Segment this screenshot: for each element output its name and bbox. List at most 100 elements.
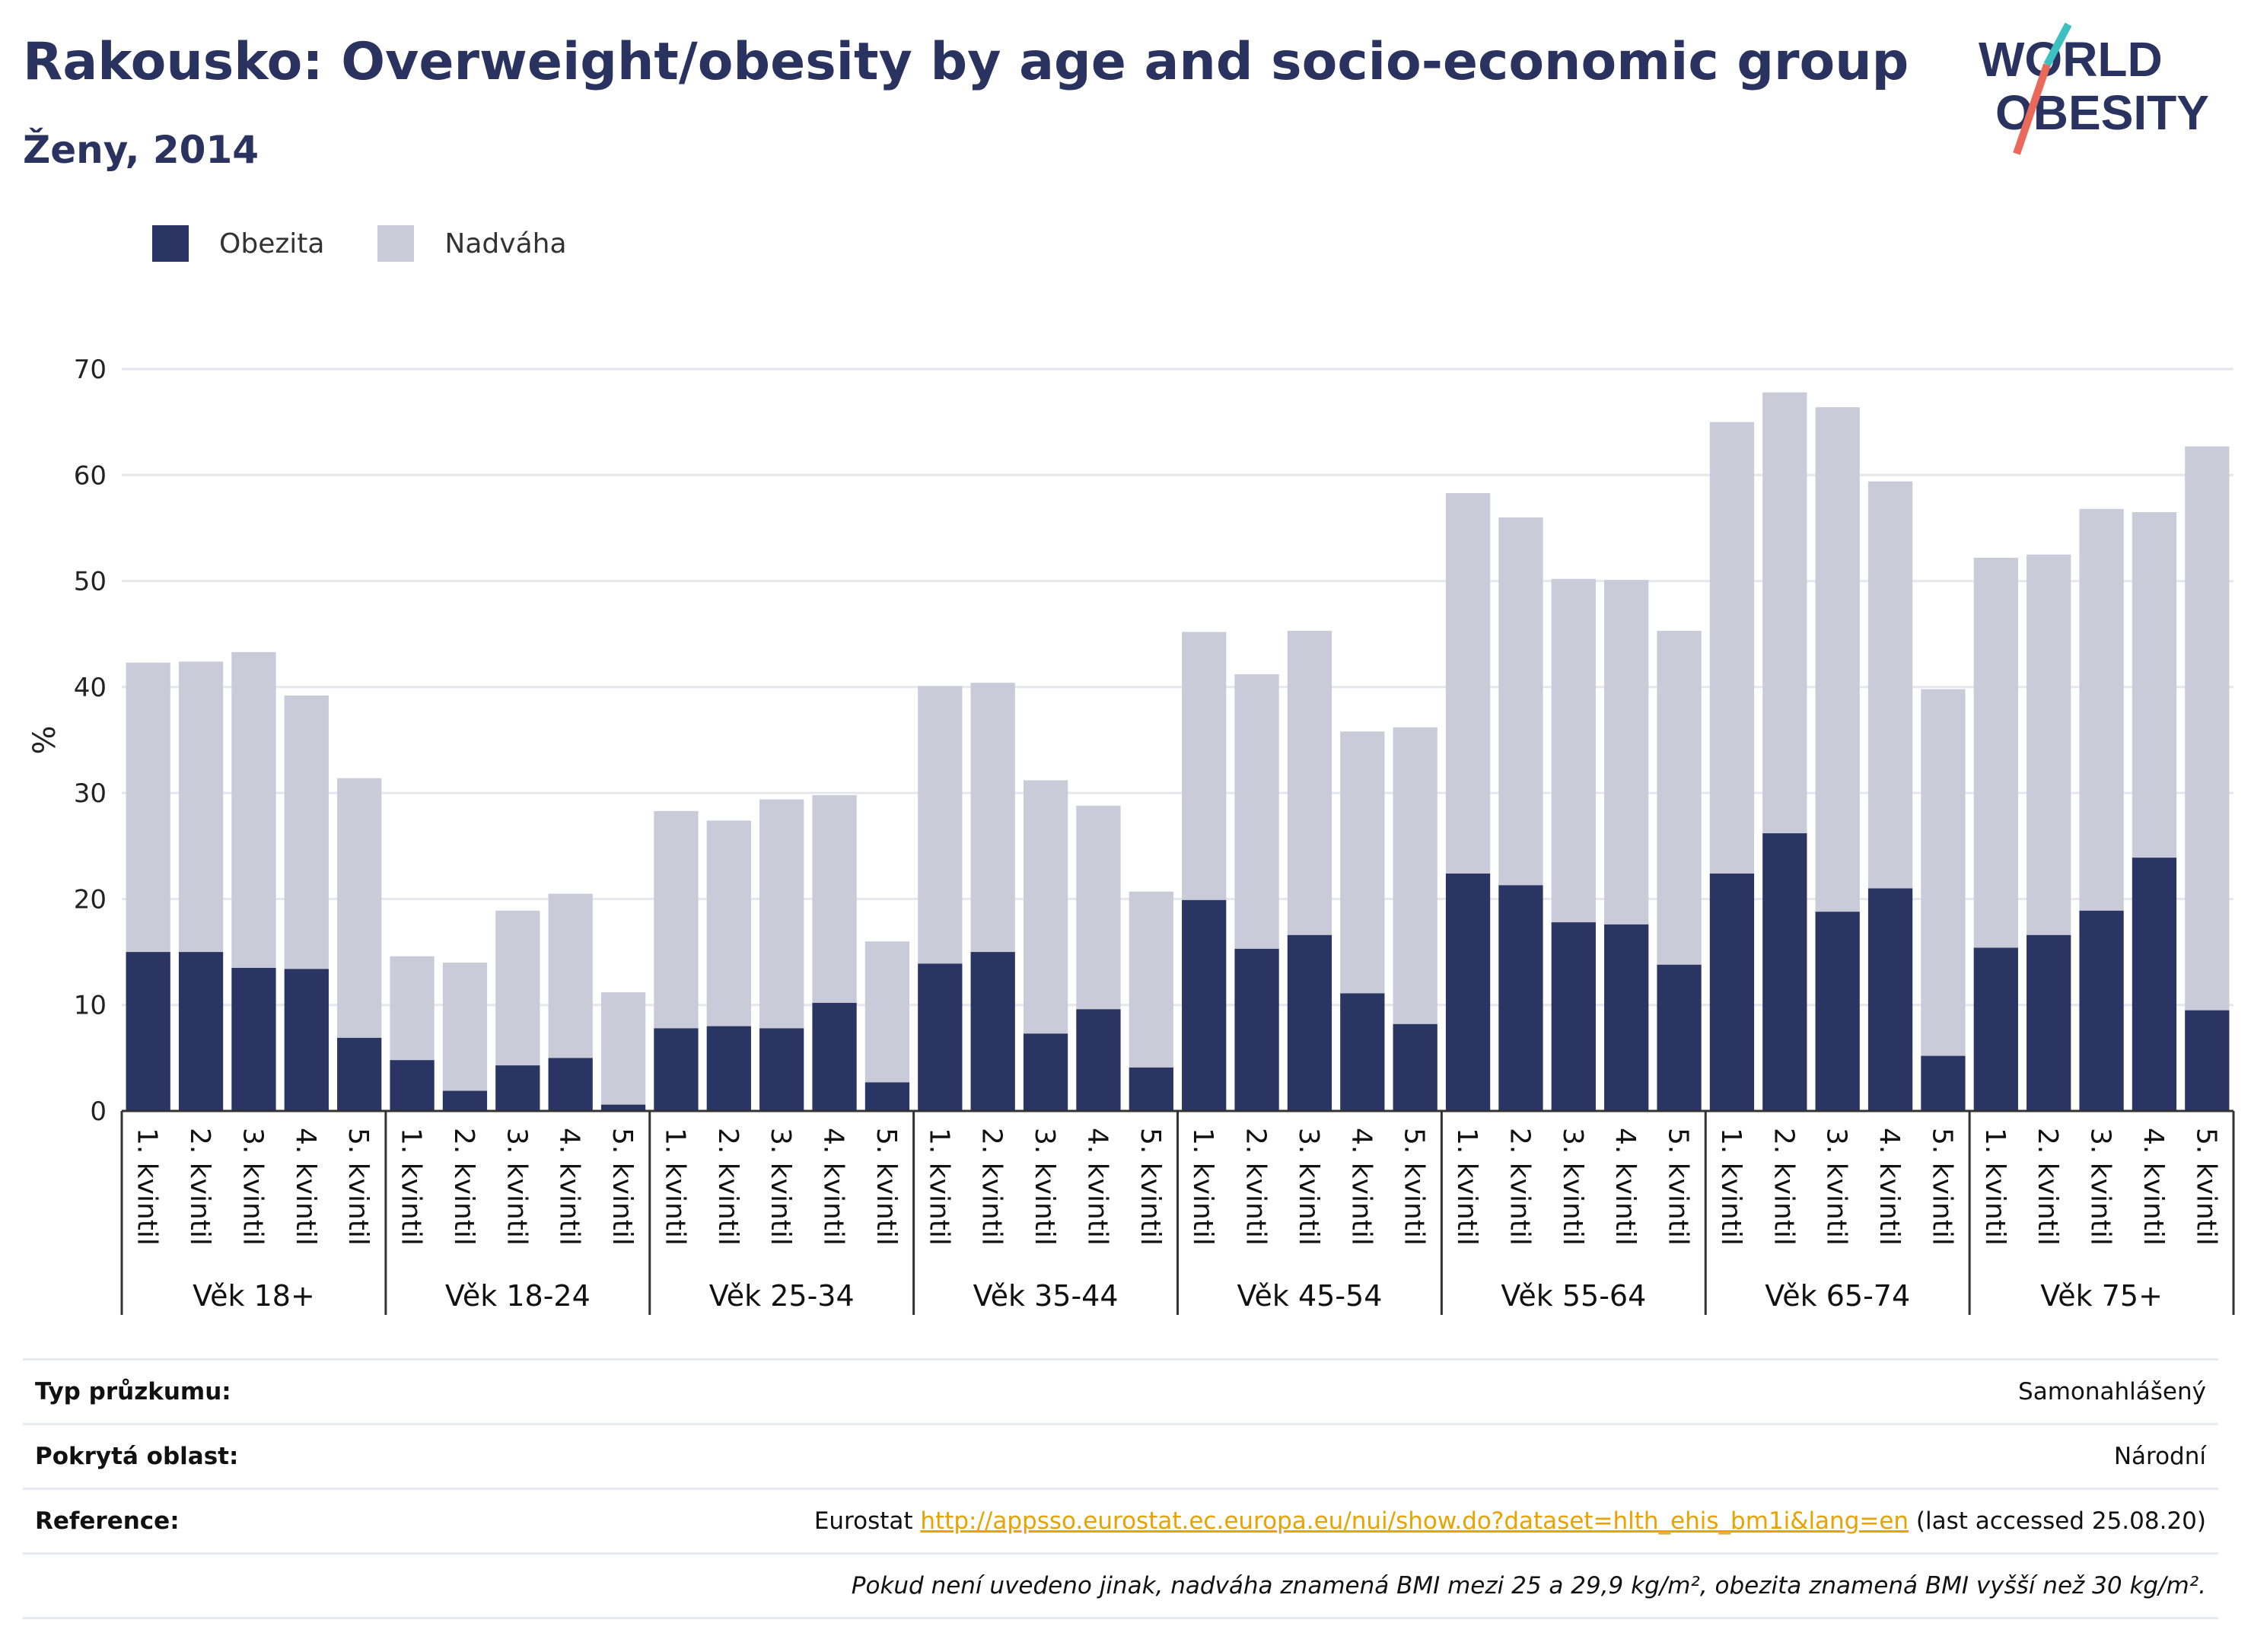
x-tick-label: 2. kvintil bbox=[448, 1128, 479, 1246]
bar-obesity bbox=[1973, 947, 2018, 1111]
reference-value: Eurostat http://appsso.eurostat.ec.europ… bbox=[814, 1507, 2206, 1535]
bar-obesity bbox=[1921, 1055, 1966, 1111]
survey-value: Samonahlášený bbox=[2018, 1378, 2206, 1405]
bar-overweight bbox=[1393, 727, 1438, 1024]
legend-label-overweight: Nadváha bbox=[444, 228, 567, 259]
coverage-value: Národní bbox=[2113, 1443, 2206, 1470]
legend-item-overweight[interactable]: Nadváha bbox=[377, 225, 567, 262]
x-tick-label: 1. kvintil bbox=[1187, 1128, 1218, 1246]
bar-overweight bbox=[1340, 731, 1385, 994]
x-tick-label: 3. kvintil bbox=[1029, 1128, 1060, 1246]
bar-obesity bbox=[1498, 885, 1543, 1111]
bar-overweight bbox=[337, 778, 382, 1038]
x-tick-label: 4. kvintil bbox=[554, 1128, 585, 1246]
group-label: Věk 18+ bbox=[193, 1279, 315, 1313]
x-tick-label: 5. kvintil bbox=[607, 1128, 638, 1246]
bar-obesity bbox=[390, 1060, 435, 1111]
x-tick-label: 2. kvintil bbox=[1504, 1128, 1535, 1246]
bar-overweight bbox=[1445, 492, 1491, 874]
bar-overweight bbox=[1129, 891, 1173, 1068]
coverage-label: Pokrytá oblast: bbox=[35, 1443, 239, 1470]
bar-obesity bbox=[178, 952, 224, 1111]
bar-obesity bbox=[1023, 1033, 1068, 1111]
legend-label-obesity: Obezita bbox=[219, 228, 325, 259]
bar-overweight bbox=[178, 661, 224, 953]
info-row-survey: Typ průzkumu: Samonahlášený bbox=[23, 1358, 2218, 1423]
bar-overweight bbox=[1709, 422, 1755, 874]
group-label: Věk 65-74 bbox=[1765, 1279, 1910, 1313]
x-tick-label: 2. kvintil bbox=[976, 1128, 1008, 1246]
bar-overweight bbox=[1762, 392, 1807, 834]
x-tick-label: 2. kvintil bbox=[1240, 1128, 1272, 1246]
y-tick-label: 40 bbox=[74, 673, 107, 703]
reference-link[interactable]: http://appsso.eurostat.ec.europa.eu/nui/… bbox=[920, 1507, 1909, 1535]
bar-obesity bbox=[1867, 888, 1913, 1111]
bar-overweight bbox=[654, 810, 699, 1029]
logo-line1: WORLD bbox=[1979, 32, 2163, 87]
bar-obesity bbox=[126, 952, 170, 1111]
bar-overweight bbox=[2079, 508, 2124, 911]
y-tick-label: 30 bbox=[74, 778, 107, 809]
y-tick-label: 50 bbox=[74, 567, 107, 597]
bar-obesity bbox=[1657, 964, 1702, 1111]
info-table: Typ průzkumu: Samonahlášený Pokrytá obla… bbox=[23, 1358, 2218, 1619]
bar-obesity bbox=[442, 1090, 488, 1111]
bar-overweight bbox=[1604, 580, 1649, 925]
bar-overweight bbox=[706, 820, 751, 1027]
bar-obesity bbox=[1709, 874, 1755, 1111]
bar-obesity bbox=[1287, 934, 1332, 1111]
x-tick-label: 3. kvintil bbox=[237, 1128, 268, 1246]
group-label: Věk 75+ bbox=[2040, 1279, 2163, 1313]
x-tick-label: 1. kvintil bbox=[1451, 1128, 1482, 1246]
bar-overweight bbox=[1973, 557, 2018, 948]
legend-swatch-overweight bbox=[377, 225, 415, 262]
bar-obesity bbox=[1340, 993, 1385, 1111]
x-tick-label: 3. kvintil bbox=[1293, 1128, 1324, 1246]
info-row-reference: Reference: Eurostat http://appsso.eurost… bbox=[23, 1488, 2218, 1552]
x-tick-label: 4. kvintil bbox=[818, 1128, 849, 1246]
x-tick-label: 4. kvintil bbox=[1345, 1128, 1377, 1246]
bar-obesity bbox=[970, 952, 1015, 1111]
bar-overweight bbox=[1815, 407, 1860, 912]
bar-obesity bbox=[1604, 924, 1649, 1111]
bar-obesity bbox=[864, 1082, 910, 1111]
x-tick-label: 5. kvintil bbox=[1663, 1128, 1694, 1246]
bar-obesity bbox=[548, 1058, 593, 1111]
x-tick-label: 4. kvintil bbox=[1874, 1128, 1905, 1246]
x-tick-label: 5. kvintil bbox=[342, 1128, 374, 1246]
group-label: Věk 55-64 bbox=[1501, 1279, 1646, 1313]
bar-obesity bbox=[337, 1037, 382, 1111]
reference-prefix: Eurostat bbox=[813, 1507, 921, 1535]
bar-obesity bbox=[1076, 1009, 1121, 1111]
group-label: Věk 25-34 bbox=[709, 1279, 855, 1313]
bar-overweight bbox=[600, 992, 646, 1105]
bar-obesity bbox=[2027, 934, 2071, 1111]
stacked-bar-chart: 0 10 20 30 40 50 60 70% 1. kvintil 2. kvintil 3. k… bbox=[27, 355, 2235, 1315]
x-tick-label: 5. kvintil bbox=[1135, 1128, 1166, 1246]
chart-title: Rakousko: Overweight/obesity by age and … bbox=[23, 32, 1909, 92]
bar-overweight bbox=[390, 956, 435, 1061]
x-tick-label: 1. kvintil bbox=[396, 1128, 427, 1246]
x-tick-label: 1. kvintil bbox=[923, 1128, 954, 1246]
info-row-note: Pokud není uvedeno jinak, nadváha znamen… bbox=[23, 1552, 2218, 1619]
bar-obesity bbox=[706, 1026, 751, 1111]
x-tick-label: 2. kvintil bbox=[2032, 1128, 2063, 1246]
bar-obesity bbox=[284, 969, 329, 1111]
bar-overweight bbox=[2027, 554, 2071, 935]
bar-overweight bbox=[1551, 578, 1596, 923]
bar-obesity bbox=[231, 967, 276, 1111]
reference-label: Reference: bbox=[35, 1507, 180, 1535]
x-tick-label: 5. kvintil bbox=[1926, 1128, 1957, 1246]
x-tick-label: 4. kvintil bbox=[2138, 1128, 2169, 1246]
x-tick-label: 1. kvintil bbox=[132, 1128, 163, 1246]
bar-overweight bbox=[1023, 780, 1068, 1034]
bar-overweight bbox=[2185, 446, 2230, 1011]
bar-obesity bbox=[1445, 874, 1491, 1111]
bar-obesity bbox=[812, 1002, 857, 1111]
legend-item-obesity[interactable]: Obezita bbox=[152, 225, 324, 262]
y-tick-label: 10 bbox=[74, 991, 107, 1021]
y-tick-label: 0 bbox=[90, 1097, 107, 1127]
x-tick-label: 2. kvintil bbox=[1768, 1128, 1799, 1246]
bar-overweight bbox=[1234, 674, 1279, 949]
bar-overweight bbox=[1076, 805, 1121, 1010]
